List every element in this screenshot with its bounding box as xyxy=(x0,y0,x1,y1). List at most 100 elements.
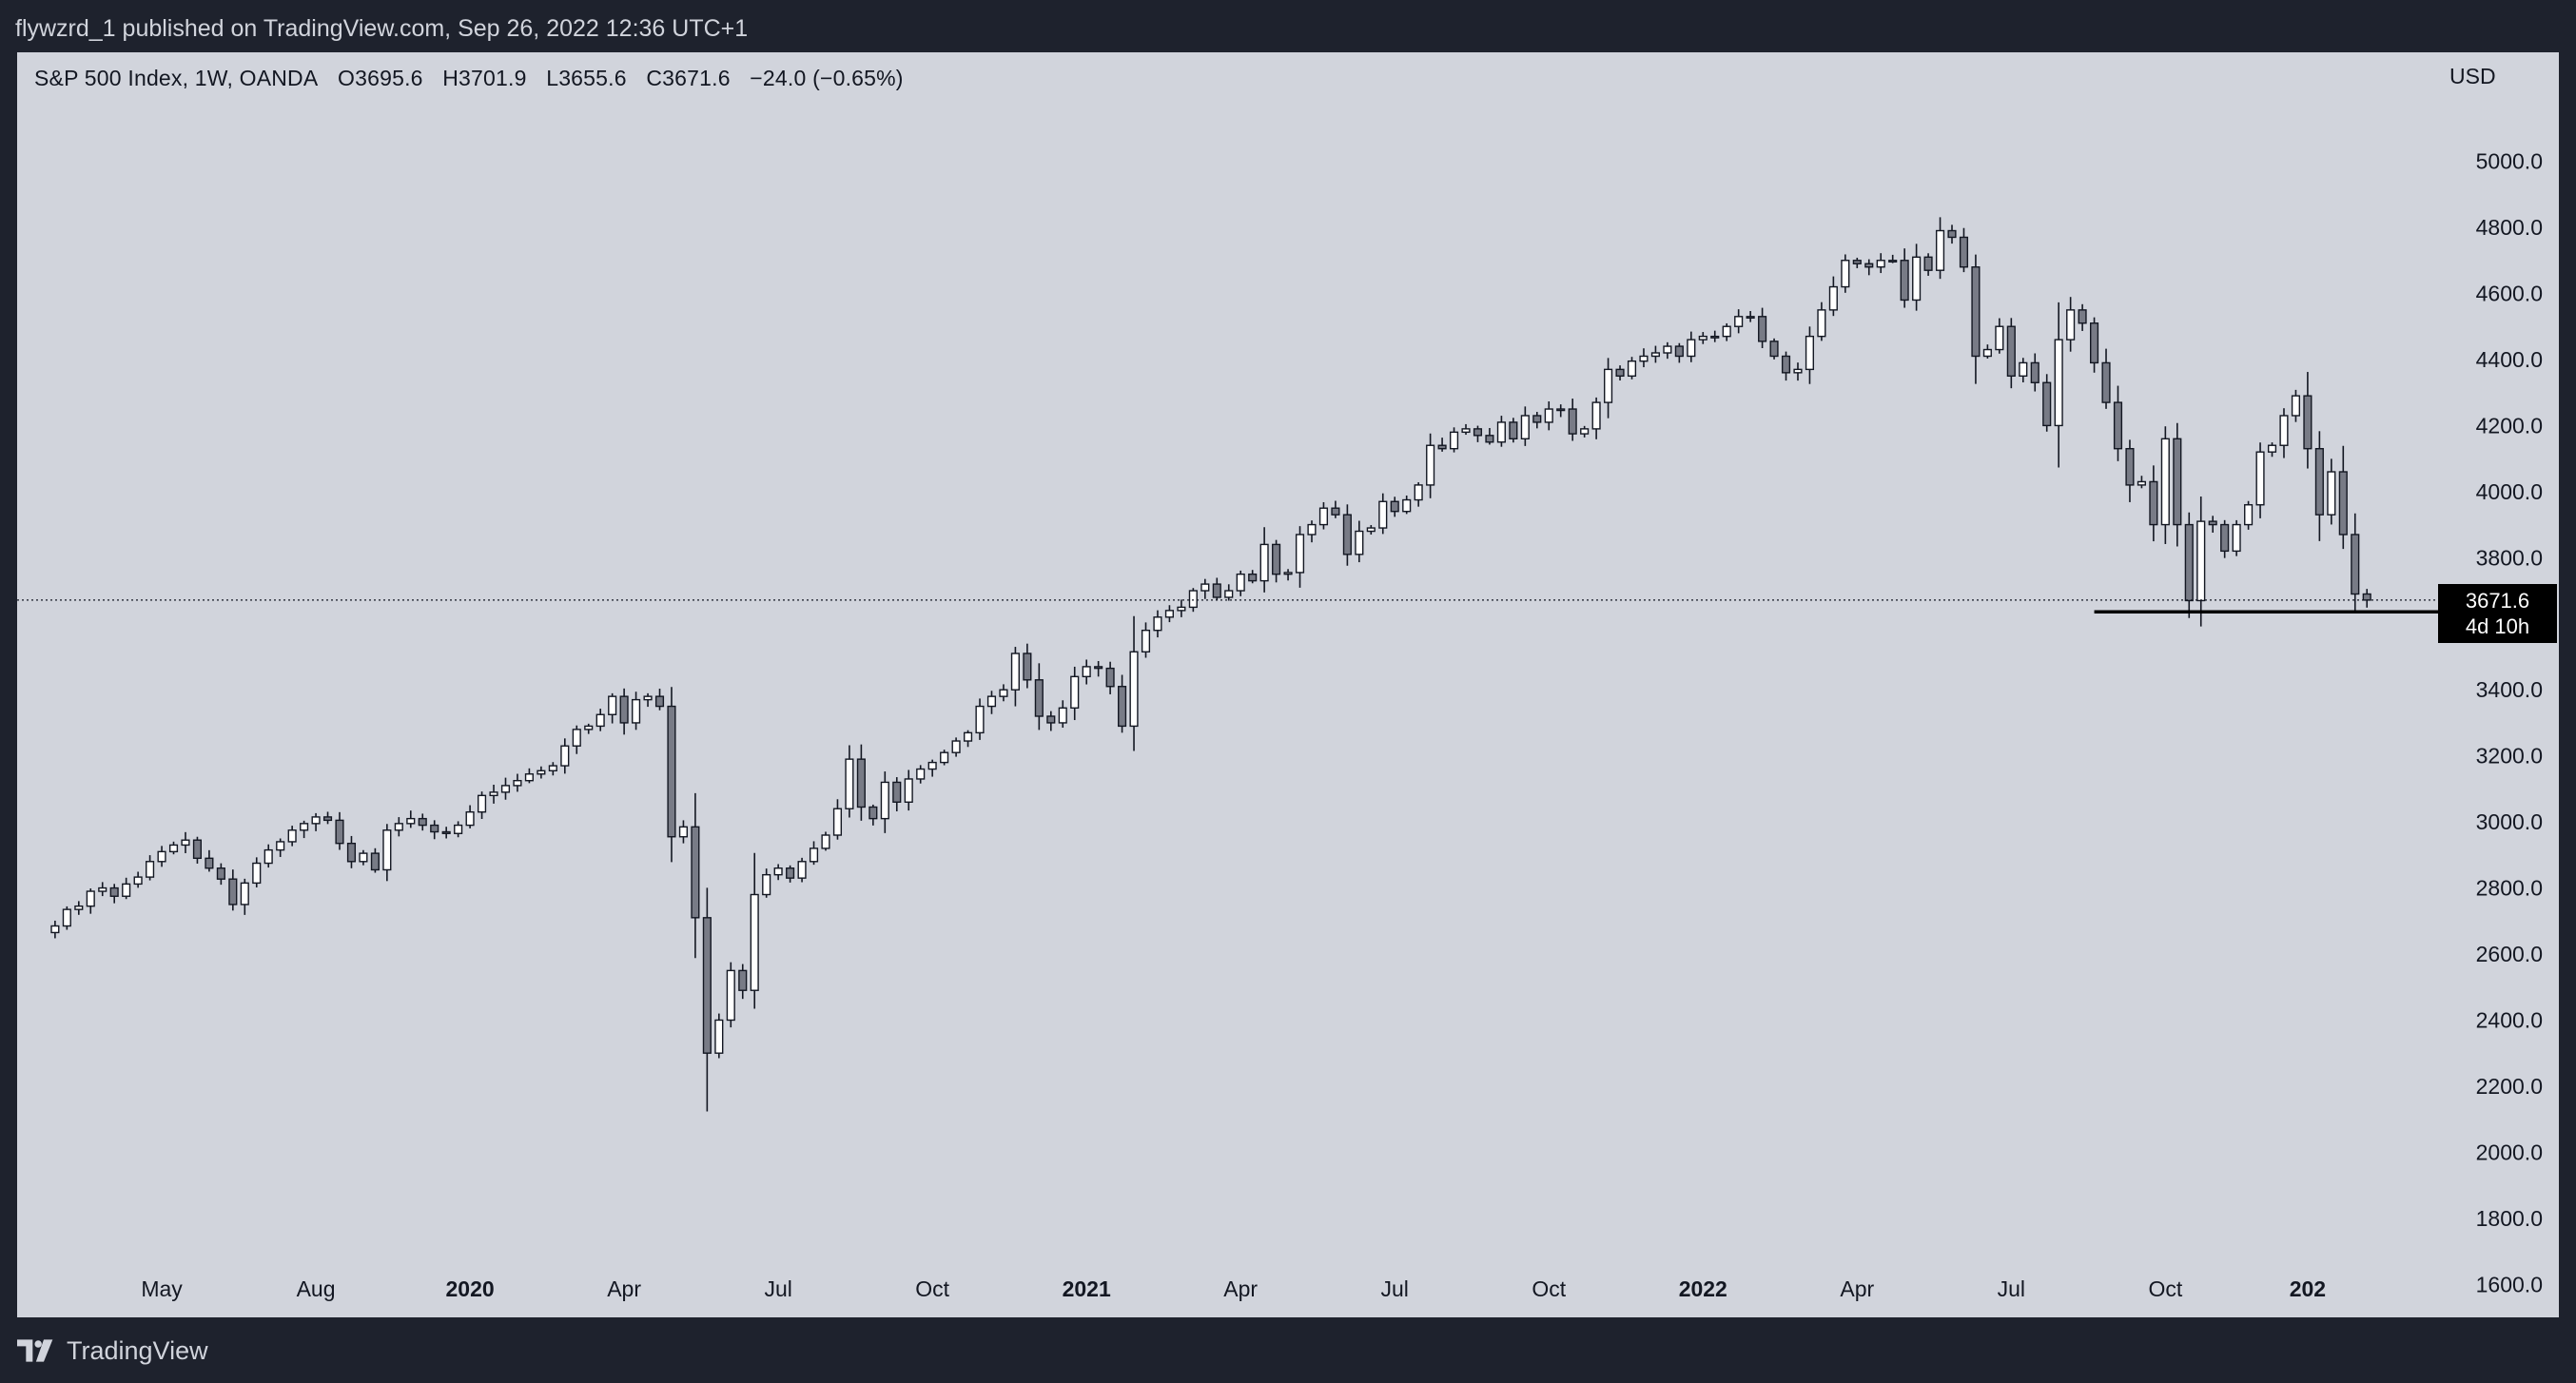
candle-up xyxy=(1129,651,1139,728)
last-price-value: 3671.6 xyxy=(2465,588,2530,613)
candle-down xyxy=(2208,520,2217,526)
candle-up xyxy=(2054,339,2063,427)
candlestick-chart[interactable]: USD 1600.0 1800.0 2000.0 2200.0 2400.0 2600.0 2… xyxy=(17,52,2559,1317)
x-tick-label: Apr xyxy=(1223,1276,1258,1301)
y-tick-label: 2800.0 xyxy=(2476,876,2543,901)
candle-up xyxy=(1496,421,1506,443)
candle-down xyxy=(1094,666,1103,670)
candle-down xyxy=(205,857,214,869)
candle-up xyxy=(773,867,783,876)
candle-up xyxy=(1283,572,1293,575)
candle-up xyxy=(1746,316,1755,320)
chart-area[interactable]: USD 1600.0 1800.0 2000.0 2200.0 2400.0 2600.0 2… xyxy=(17,52,2559,1317)
candle-up xyxy=(1259,543,1269,582)
candle-up xyxy=(927,761,937,770)
candle-down xyxy=(1509,421,1518,439)
candle-down xyxy=(1105,667,1115,688)
candle-down xyxy=(322,816,333,822)
candle-up xyxy=(181,839,190,847)
candle-up xyxy=(1224,590,1234,598)
candle-down xyxy=(1118,686,1127,728)
candle-down xyxy=(1615,368,1625,378)
y-tick-label: 4200.0 xyxy=(2476,413,2543,438)
candle-down xyxy=(370,852,380,871)
candle-down xyxy=(1212,583,1221,598)
candle-up xyxy=(524,773,534,782)
candle-up xyxy=(1153,616,1162,632)
candle-down xyxy=(2113,401,2123,450)
candle-down xyxy=(2125,448,2135,486)
y-tick-label: 1600.0 xyxy=(2476,1272,2543,1296)
candle-down xyxy=(667,705,676,838)
candle-down xyxy=(1248,573,1258,582)
candle-down xyxy=(1769,341,1779,358)
candle-down xyxy=(441,830,451,834)
candle-up xyxy=(406,817,416,825)
candle-down xyxy=(418,817,427,827)
candle-down xyxy=(346,842,357,863)
y-tick-label: 3800.0 xyxy=(2476,545,2543,570)
candle-up xyxy=(1650,352,1660,358)
legend-symbol[interactable]: S&P 500 Index, 1W, OANDA xyxy=(34,66,319,90)
candle-up xyxy=(1591,401,1601,430)
candle-down xyxy=(1342,514,1352,555)
candle-up xyxy=(1722,325,1731,338)
candle-down xyxy=(2338,471,2348,536)
candle-up xyxy=(1544,408,1553,423)
candle-down xyxy=(228,878,238,906)
ohlc-legend: S&P 500 Index, 1W, OANDA O3695.6 H3701.9… xyxy=(34,66,917,91)
candle-up xyxy=(1912,256,1922,302)
candle-up xyxy=(2137,480,2146,486)
candle-up xyxy=(548,765,557,771)
candle-up xyxy=(1058,707,1067,724)
x-tick-label: Apr xyxy=(1840,1276,1874,1301)
candle-down xyxy=(1390,500,1399,513)
candle-down xyxy=(2351,534,2360,595)
candle-up xyxy=(1402,498,1412,513)
candle-up xyxy=(999,689,1008,697)
candle-up xyxy=(394,823,403,831)
candle-down xyxy=(2090,322,2099,364)
candle-up xyxy=(2160,438,2170,526)
candle-up xyxy=(382,829,392,871)
candle-down xyxy=(216,867,225,880)
candle-up xyxy=(1378,500,1388,529)
candle-up xyxy=(1461,428,1471,434)
candle-up xyxy=(1070,675,1080,710)
tradingview-logo-icon xyxy=(17,1339,53,1362)
candle-down xyxy=(430,824,439,833)
bar-countdown: 4d 10h xyxy=(2465,614,2530,638)
tradingview-branding[interactable]: TradingView xyxy=(17,1332,208,1370)
candle-down xyxy=(856,758,866,808)
candle-up xyxy=(1817,309,1826,338)
candle-up xyxy=(750,893,759,991)
candle-up xyxy=(2327,471,2336,516)
candle-up xyxy=(1295,534,1305,574)
y-tick-label: 2400.0 xyxy=(2476,1007,2543,1032)
candle-up xyxy=(678,826,688,838)
legend-open: O3695.6 xyxy=(338,66,423,90)
candle-down xyxy=(2030,361,2039,383)
last-price-tag: 3671.6 4d 10h xyxy=(2438,583,2557,643)
candle-up xyxy=(832,808,843,836)
candle-up xyxy=(1793,368,1803,374)
candle-up xyxy=(252,862,262,885)
candle-up xyxy=(880,781,889,820)
candle-up xyxy=(168,844,179,853)
candle-up xyxy=(1082,666,1091,678)
candle-up xyxy=(146,861,155,878)
candle-up xyxy=(1236,573,1245,592)
candle-up xyxy=(595,713,605,728)
candle-up xyxy=(157,850,166,863)
candle-down xyxy=(654,695,665,708)
tradingview-name: TradingView xyxy=(67,1335,208,1365)
y-tick-label: 5000.0 xyxy=(2476,149,2543,174)
x-tick-label: Jul xyxy=(764,1276,791,1301)
candle-down xyxy=(2101,361,2111,403)
candle-down xyxy=(1023,653,1032,681)
candle-up xyxy=(1141,630,1151,653)
legend-change: −24.0 (−0.65%) xyxy=(750,66,904,90)
candle-up xyxy=(572,729,581,747)
candle-up xyxy=(1556,408,1566,412)
candle-up xyxy=(940,751,949,764)
